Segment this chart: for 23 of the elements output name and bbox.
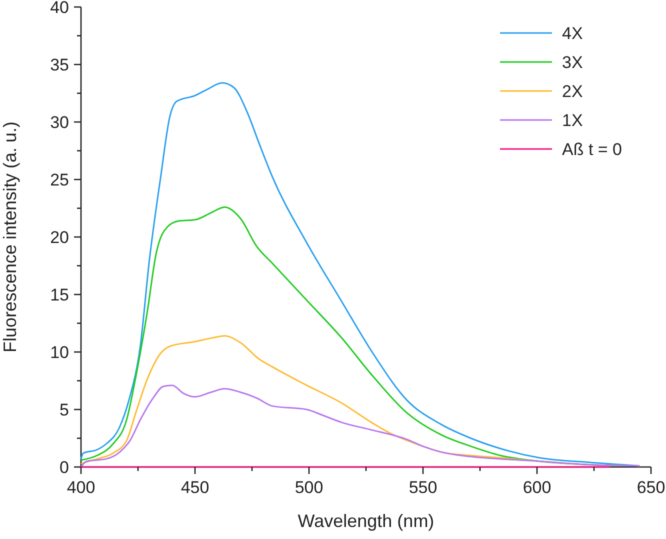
x-tick-label: 500 [294,478,324,497]
x-tick-label: 600 [522,478,552,497]
line-series [80,384,640,468]
legend-label: 1X [562,110,583,130]
x-tick-label: 400 [66,478,96,497]
y-tick-label: 15 [50,285,69,304]
y-tick-label: 20 [50,228,69,247]
y-tick-label: 10 [50,342,69,362]
y-tick-label: 35 [50,55,69,74]
legend-label: 4X [562,24,583,43]
y-tick-label: 0 [60,458,69,477]
x-tick-label: 650 [636,478,666,497]
y-tick-label: 40 [50,0,69,17]
y-tick-label: 30 [50,112,69,132]
y-tick-label: 25 [50,170,69,190]
x-tick-label: 450 [180,478,210,497]
legend-label: 3X [562,52,583,72]
x-tick-label: 550 [408,478,438,497]
y-axis-title: Fluorescence intensity (a. u.) [0,121,20,353]
legend-label: Aß t = 0 [562,140,622,159]
legend-label: 2X [562,82,583,101]
y-tick-label: 5 [60,400,69,420]
x-axis-title: Wavelength (nm) [298,511,434,531]
